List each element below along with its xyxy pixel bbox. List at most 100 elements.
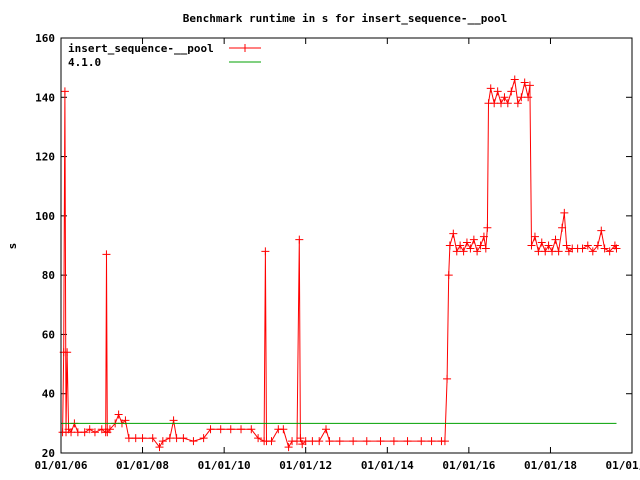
data-point xyxy=(105,425,114,434)
data-point xyxy=(315,437,324,446)
data-point xyxy=(325,437,334,446)
data-point xyxy=(525,81,534,90)
data-point xyxy=(349,437,358,446)
legend-label-series-2: 4.1.0 xyxy=(68,56,101,69)
data-point xyxy=(459,247,468,256)
data-point xyxy=(189,437,198,446)
data-point xyxy=(588,247,597,256)
data-point xyxy=(612,244,621,253)
data-point xyxy=(284,443,293,452)
data-point xyxy=(537,238,546,247)
y-tick-label: 140 xyxy=(35,91,55,104)
data-point xyxy=(452,247,461,256)
data-point xyxy=(593,241,602,250)
data-point xyxy=(520,78,529,87)
data-point xyxy=(226,425,235,434)
data-point xyxy=(417,437,426,446)
series-line-1 xyxy=(62,79,617,449)
data-point xyxy=(444,271,453,280)
data-point xyxy=(449,229,458,238)
data-point xyxy=(486,84,495,93)
data-point xyxy=(554,247,563,256)
data-point xyxy=(583,241,592,250)
data-point xyxy=(237,425,246,434)
data-point xyxy=(131,434,140,443)
y-axis-ticks: 20 40 60 80 100 120 140 160 xyxy=(35,32,632,460)
data-point xyxy=(63,348,72,357)
data-point xyxy=(85,425,94,434)
data-point xyxy=(473,247,482,256)
data-point xyxy=(247,425,256,434)
data-point xyxy=(578,244,587,253)
x-tick-label: 01/01/08 xyxy=(116,459,169,472)
x-tick-label: 01/01/20 xyxy=(606,459,640,472)
data-point xyxy=(469,235,478,244)
data-point xyxy=(427,437,436,446)
data-point xyxy=(90,428,99,437)
data-point xyxy=(503,99,512,108)
data-point xyxy=(60,87,69,96)
data-point xyxy=(216,425,225,434)
data-point xyxy=(597,226,606,235)
data-point xyxy=(158,437,167,446)
data-point xyxy=(462,238,471,247)
data-point xyxy=(490,99,499,108)
y-tick-label: 40 xyxy=(42,388,55,401)
data-point xyxy=(544,241,553,250)
plot-frame xyxy=(60,37,633,454)
legend-label-series-1: insert_sequence-__pool xyxy=(68,42,214,55)
data-point xyxy=(562,241,571,250)
series-layer xyxy=(58,75,621,452)
data-point xyxy=(530,232,539,241)
chart-title: Benchmark runtime in s for insert_sequen… xyxy=(183,12,508,25)
data-point xyxy=(481,244,490,253)
data-point xyxy=(403,437,412,446)
data-point xyxy=(301,437,310,446)
y-tick-label: 160 xyxy=(35,32,55,45)
data-point xyxy=(527,241,536,250)
data-point xyxy=(483,223,492,232)
data-point xyxy=(206,425,215,434)
data-point xyxy=(179,434,188,443)
data-point xyxy=(605,247,614,256)
x-tick-label: 01/01/10 xyxy=(198,459,251,472)
data-point xyxy=(389,437,398,446)
data-point xyxy=(165,434,174,443)
data-point xyxy=(443,374,452,383)
x-tick-label: 01/01/12 xyxy=(279,459,332,472)
data-point xyxy=(376,437,385,446)
data-point xyxy=(507,87,516,96)
data-point xyxy=(296,434,305,443)
data-point xyxy=(308,437,317,446)
data-point xyxy=(500,93,509,102)
data-point xyxy=(541,247,550,256)
data-point xyxy=(456,241,465,250)
y-tick-label: 100 xyxy=(35,210,55,223)
data-point xyxy=(534,247,543,256)
data-point xyxy=(148,434,157,443)
data-point xyxy=(513,99,522,108)
data-point xyxy=(199,434,208,443)
data-point xyxy=(67,428,76,437)
data-point xyxy=(560,208,569,217)
data-point xyxy=(73,428,82,437)
data-point xyxy=(558,223,567,232)
data-point xyxy=(466,244,475,253)
y-tick-label: 80 xyxy=(42,269,55,282)
data-point xyxy=(138,434,147,443)
data-point xyxy=(479,232,488,241)
data-point xyxy=(254,434,263,443)
data-point xyxy=(445,241,454,250)
data-point xyxy=(510,75,519,84)
data-point xyxy=(440,437,449,446)
data-point xyxy=(600,244,609,253)
data-point xyxy=(279,425,288,434)
data-point xyxy=(155,443,164,452)
data-point xyxy=(517,93,526,102)
x-tick-label: 01/01/18 xyxy=(524,459,577,472)
y-tick-label: 60 xyxy=(42,328,55,341)
data-point xyxy=(322,425,331,434)
data-point xyxy=(124,434,133,443)
data-point xyxy=(114,410,123,419)
